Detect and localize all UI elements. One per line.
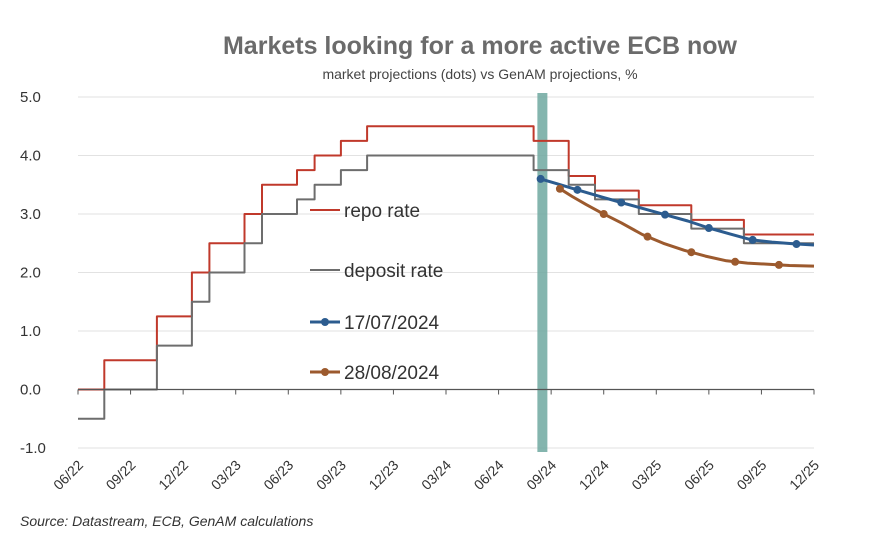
chart-title: Markets looking for a more active ECB no…	[222, 32, 737, 60]
chart-source-note: Source: Datastream, ECB, GenAM calculati…	[20, 513, 314, 529]
x-tick-label: 12/22	[155, 457, 191, 493]
legend-label-4: 28/08/2024	[344, 363, 440, 384]
x-tick-label: 12/25	[786, 457, 822, 493]
x-tick-label: 03/25	[628, 457, 664, 493]
y-tick-label: 5.0	[20, 89, 41, 106]
x-tick-label: 09/24	[523, 457, 559, 493]
series-dot-4	[774, 260, 783, 269]
series-dot-3	[573, 185, 582, 194]
series-dot-4	[643, 232, 652, 241]
legend-label-2: deposit rate	[344, 261, 443, 282]
y-tick-label: -1.0	[20, 440, 46, 457]
legend-label-3: 17/07/2024	[344, 313, 440, 334]
legend-dot-3	[321, 318, 329, 326]
series-line-2	[78, 154, 814, 420]
series-dot-4	[599, 210, 608, 218]
x-tick-label: 03/23	[208, 457, 244, 493]
series-dot-3	[704, 224, 713, 233]
x-tick-label: 06/23	[260, 457, 296, 493]
current-date-marker	[537, 93, 548, 452]
x-tick-label: 09/23	[313, 457, 349, 493]
x-tick-label: 12/24	[576, 457, 612, 493]
x-tick-label: 06/22	[50, 457, 86, 493]
legend-label-1: repo rate	[344, 201, 420, 222]
chart-subtitle: market projections (dots) vs GenAM proje…	[322, 66, 638, 82]
series-dot-4	[731, 257, 740, 266]
y-tick-label: 1.0	[20, 323, 41, 340]
x-tick-label: 09/22	[103, 457, 139, 493]
y-tick-label: 2.0	[20, 265, 41, 282]
series-dot-4	[687, 248, 696, 257]
series-dot-3	[536, 174, 545, 183]
series-dot-3	[748, 235, 757, 244]
x-tick-label: 12/23	[365, 457, 401, 493]
series-dot-3	[617, 198, 626, 207]
x-tick-label: 03/24	[418, 457, 454, 493]
series-dot-3	[792, 240, 801, 249]
series-line-1	[78, 125, 814, 391]
series-dot-4	[555, 184, 564, 193]
series-line-4	[557, 186, 815, 268]
x-tick-label: 09/25	[733, 457, 769, 493]
y-tick-label: 3.0	[20, 206, 41, 223]
x-tick-label: 06/25	[681, 457, 717, 493]
x-tick-label: 06/24	[471, 457, 507, 493]
legend-dot-4	[321, 368, 329, 376]
y-tick-label: 0.0	[20, 382, 41, 399]
y-tick-label: 4.0	[20, 148, 41, 165]
series-dot-3	[661, 210, 670, 219]
